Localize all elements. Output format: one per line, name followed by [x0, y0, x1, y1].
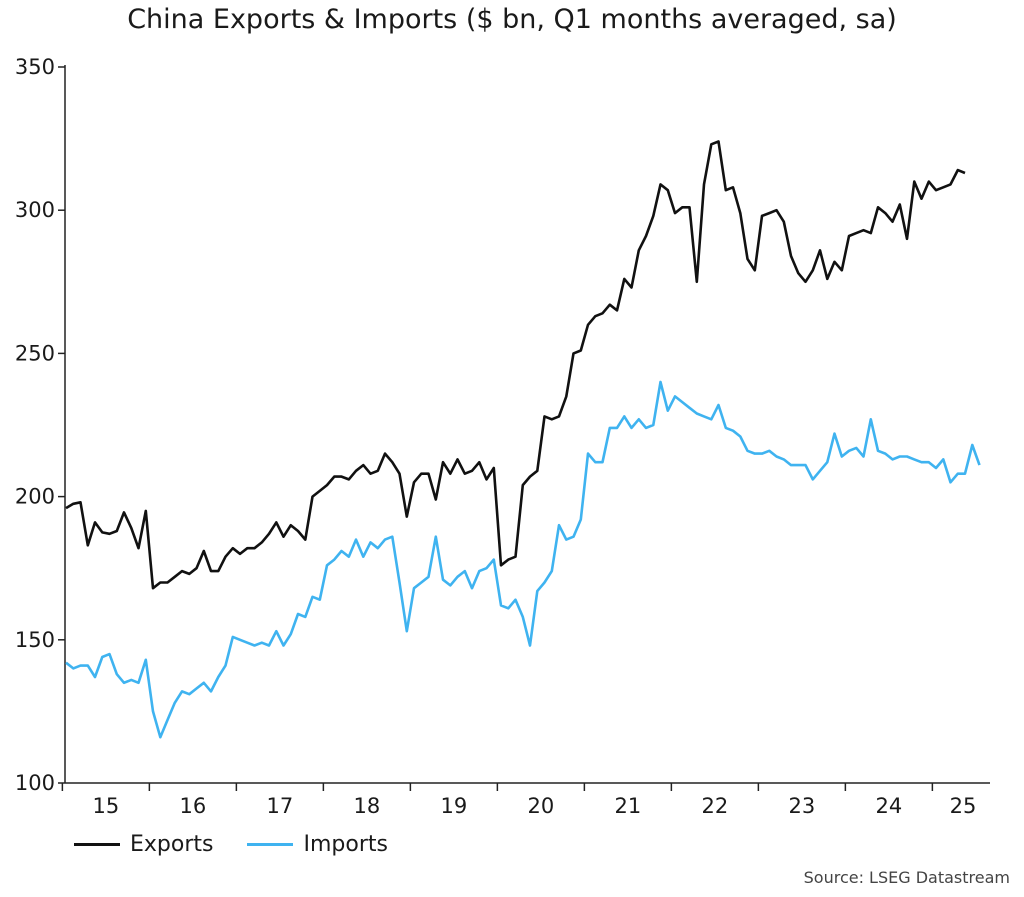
x-tick-label: 22 [702, 794, 729, 818]
legend-label-imports: Imports [303, 832, 388, 857]
x-tick-label: 20 [528, 794, 555, 818]
legend-label-exports: Exports [130, 832, 214, 857]
y-tick-label: 100 [15, 771, 55, 795]
legend-item-exports: Exports [74, 832, 213, 857]
x-tick-label: 23 [789, 794, 816, 818]
y-tick-label: 150 [15, 628, 55, 652]
x-tick-label: 18 [354, 794, 381, 818]
source-note: Source: LSEG Datastream [803, 868, 1010, 887]
series-line-imports [65, 380, 981, 739]
x-tick-label: 17 [267, 794, 294, 818]
legend-swatch-imports [247, 843, 294, 846]
legend-swatch-exports [74, 843, 120, 846]
series-line-exports [65, 140, 966, 590]
y-tick-label: 300 [15, 198, 55, 222]
x-tick-label: 21 [615, 794, 642, 818]
x-tick-label: 24 [876, 794, 903, 818]
chart-title: China Exports & Imports ($ bn, Q1 months… [127, 4, 897, 35]
x-tick-label: 25 [950, 794, 977, 818]
legend-item-imports: Imports [247, 832, 388, 857]
legend: Exports Imports [74, 832, 388, 857]
x-tick-label: 15 [93, 794, 120, 818]
y-tick-label: 250 [15, 341, 55, 365]
x-tick-label: 16 [180, 794, 207, 818]
x-tick-label: 19 [441, 794, 468, 818]
y-tick-label: 350 [15, 55, 55, 79]
y-tick-label: 200 [15, 485, 55, 509]
